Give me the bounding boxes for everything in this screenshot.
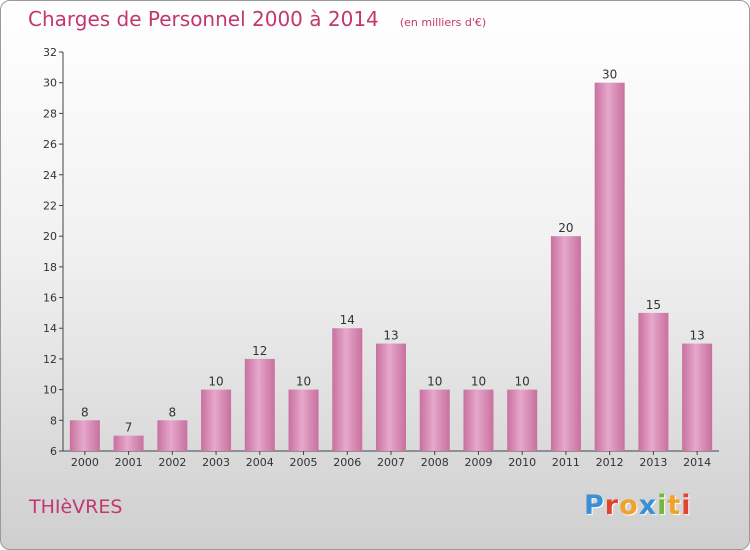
logo-letter: r	[604, 490, 620, 521]
bar-value-label: 10	[515, 375, 530, 389]
bar	[463, 389, 494, 451]
bar-value-label: 10	[471, 375, 486, 389]
x-tick-label: 2002	[158, 456, 186, 469]
bar	[244, 358, 275, 451]
y-tick-label: 16	[43, 292, 57, 305]
bar	[201, 389, 232, 451]
proxiti-logo[interactable]: Proxiti	[584, 490, 692, 521]
y-tick-label: 20	[43, 230, 57, 243]
bar-value-label: 13	[689, 329, 704, 343]
bar-value-label: 20	[558, 221, 573, 235]
logo-letter: t	[667, 490, 682, 521]
y-tick-label: 24	[43, 169, 57, 182]
y-tick-label: 22	[43, 199, 57, 212]
y-tick-label: 26	[43, 138, 57, 151]
bar-value-label: 10	[208, 375, 223, 389]
title-row: Charges de Personnel 2000 à 2014 (en mil…	[28, 7, 486, 31]
x-tick-label: 2006	[333, 456, 361, 469]
bars	[69, 82, 713, 451]
chart-title: Charges de Personnel 2000 à 2014	[28, 7, 379, 31]
x-tick-label: 2011	[552, 456, 580, 469]
logo-letter: P	[584, 490, 605, 521]
x-tick-label: 2008	[421, 456, 449, 469]
x-tick-label: 2001	[115, 456, 143, 469]
x-tick-label: 2000	[71, 456, 99, 469]
bar	[594, 82, 625, 451]
data-labels: 8 7 8 10 12 10 14 13 10 10 10 20 30 15 13	[81, 68, 705, 435]
logo-letter: i	[657, 490, 668, 521]
bar	[419, 389, 450, 451]
bar-value-label: 10	[427, 375, 442, 389]
bar	[550, 236, 581, 451]
x-tick-label: 2004	[246, 456, 274, 469]
y-tick-label: 18	[43, 261, 57, 274]
bar	[113, 435, 144, 451]
y-tick-label: 14	[43, 322, 57, 335]
chart-subtitle: (en milliers d'€)	[399, 16, 487, 29]
bar	[507, 389, 538, 451]
bar-value-label: 8	[169, 405, 177, 419]
logo-letter: o	[619, 490, 639, 521]
y-tick-label: 10	[43, 384, 57, 397]
bar-value-label: 12	[252, 344, 267, 358]
y-tick-label: 30	[43, 77, 57, 90]
bar-value-label: 13	[383, 329, 398, 343]
y-tick-label: 12	[43, 353, 57, 366]
x-tick-label: 2007	[377, 456, 405, 469]
y-tick-label: 32	[43, 46, 57, 59]
y-tick-label: 8	[50, 414, 57, 427]
bar	[157, 420, 188, 451]
logo-letter: x	[638, 490, 658, 521]
bar	[69, 420, 100, 451]
x-tick-label: 2005	[290, 456, 318, 469]
x-tick-label: 2009	[464, 456, 492, 469]
x-tick-label: 2003	[202, 456, 230, 469]
bar-value-label: 15	[646, 298, 661, 312]
bar-value-label: 7	[125, 421, 133, 435]
bar-value-label: 14	[340, 313, 355, 327]
bar	[682, 343, 713, 451]
commune-name: THIèVRES	[29, 496, 123, 518]
logo-letter: i	[681, 490, 692, 521]
bar-value-label: 10	[296, 375, 311, 389]
bar	[332, 328, 363, 451]
x-tick-label: 2013	[639, 456, 667, 469]
bar	[376, 343, 406, 451]
x-tick-label: 2014	[683, 456, 711, 469]
bar-value-label: 8	[81, 405, 89, 419]
y-tick-label: 28	[43, 107, 57, 120]
y-tick-label: 6	[50, 445, 57, 458]
x-tick-label: 2012	[596, 456, 624, 469]
x-tick-label: 2010	[508, 456, 536, 469]
axes: 6 8 10 12 14 16 18 20 22 24 26 28 30 32 2000 2001 2002 20…	[43, 46, 719, 469]
bar-value-label: 30	[602, 68, 617, 82]
bar	[638, 312, 669, 451]
bar	[288, 389, 319, 451]
